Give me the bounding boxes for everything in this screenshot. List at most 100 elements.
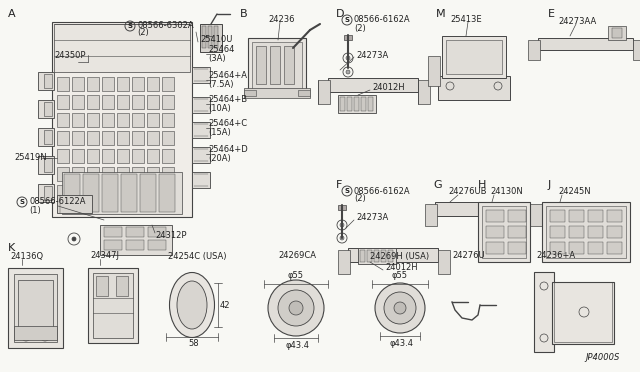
Bar <box>569 210 584 222</box>
Bar <box>569 226 584 238</box>
Text: D: D <box>336 9 344 19</box>
Bar <box>347 97 352 111</box>
Bar <box>132 95 144 109</box>
Bar <box>57 167 69 181</box>
Text: 24245N: 24245N <box>558 187 591 196</box>
Bar <box>354 97 359 111</box>
Bar <box>486 210 504 222</box>
Bar <box>612 28 622 38</box>
Bar <box>162 77 174 91</box>
Bar <box>360 250 365 262</box>
Circle shape <box>384 292 416 324</box>
Bar <box>102 149 114 163</box>
Bar <box>100 225 172 255</box>
Text: φ43.4: φ43.4 <box>390 340 414 349</box>
Bar <box>117 95 129 109</box>
Bar <box>344 35 352 40</box>
Bar <box>117 185 129 199</box>
Bar <box>116 276 128 296</box>
Bar <box>482 206 526 258</box>
Bar <box>162 185 174 199</box>
Text: 24350P: 24350P <box>54 51 86 60</box>
Text: 42: 42 <box>220 301 230 310</box>
Bar <box>117 131 129 145</box>
Text: (2): (2) <box>354 23 365 32</box>
Text: B: B <box>240 9 248 19</box>
Bar <box>588 226 603 238</box>
Text: 24236+A: 24236+A <box>536 251 575 260</box>
Bar <box>200 24 222 52</box>
Bar <box>162 113 174 127</box>
Text: H: H <box>478 180 486 190</box>
Bar <box>588 242 603 254</box>
Bar <box>338 95 376 113</box>
Bar <box>132 131 144 145</box>
Bar <box>425 204 437 226</box>
Bar <box>486 242 504 254</box>
Bar <box>328 78 418 92</box>
Text: 24347J: 24347J <box>90 251 119 260</box>
Bar <box>87 185 99 199</box>
Bar <box>438 76 510 100</box>
Text: 08566-6162A: 08566-6162A <box>354 186 411 196</box>
Bar <box>298 90 310 96</box>
Bar <box>132 185 144 199</box>
Bar <box>442 36 506 78</box>
Bar <box>192 67 210 83</box>
Bar <box>528 40 540 60</box>
Bar <box>117 77 129 91</box>
Text: (2): (2) <box>137 29 148 38</box>
Bar <box>54 24 190 72</box>
Text: 25464+B: 25464+B <box>208 96 247 105</box>
Bar <box>132 167 144 181</box>
Bar <box>147 113 159 127</box>
Bar <box>508 242 526 254</box>
Bar <box>14 326 57 340</box>
Text: 24254C (USA): 24254C (USA) <box>168 251 227 260</box>
Bar <box>214 26 218 48</box>
Bar <box>148 240 166 250</box>
Text: 08566-6122A: 08566-6122A <box>29 198 86 206</box>
Bar <box>550 242 565 254</box>
Circle shape <box>375 283 425 333</box>
Text: 24130N: 24130N <box>490 187 523 196</box>
Text: (2): (2) <box>354 195 365 203</box>
Text: 25464+A: 25464+A <box>208 71 247 80</box>
Bar <box>102 113 114 127</box>
Text: 24269H (USA): 24269H (USA) <box>370 251 429 260</box>
Text: 58: 58 <box>188 340 198 349</box>
Bar <box>162 95 174 109</box>
Bar <box>358 248 396 264</box>
Text: F: F <box>336 180 342 190</box>
Bar <box>72 167 84 181</box>
Bar <box>38 184 54 202</box>
Bar <box>57 131 69 145</box>
Bar <box>147 185 159 199</box>
Bar <box>72 95 84 109</box>
Bar <box>348 248 438 262</box>
Bar <box>633 40 640 60</box>
Bar <box>546 206 626 258</box>
Bar <box>87 95 99 109</box>
Bar <box>102 185 114 199</box>
Text: 25419N: 25419N <box>14 154 47 163</box>
Text: 25464+D: 25464+D <box>208 145 248 154</box>
Circle shape <box>278 290 314 326</box>
Text: (3A): (3A) <box>208 55 226 64</box>
Bar <box>256 46 266 84</box>
Bar <box>147 77 159 91</box>
Bar <box>192 147 210 163</box>
Text: 08566-6162A: 08566-6162A <box>354 16 411 25</box>
Bar <box>14 274 57 342</box>
Bar <box>52 22 192 217</box>
Bar <box>93 273 133 338</box>
Text: A: A <box>8 9 15 19</box>
Bar <box>44 158 52 172</box>
Bar <box>57 185 69 199</box>
Bar <box>554 282 612 342</box>
Bar <box>438 250 450 274</box>
Bar <box>381 250 386 262</box>
Bar <box>418 80 430 104</box>
Text: 24273AA: 24273AA <box>558 17 596 26</box>
Bar <box>140 174 156 212</box>
